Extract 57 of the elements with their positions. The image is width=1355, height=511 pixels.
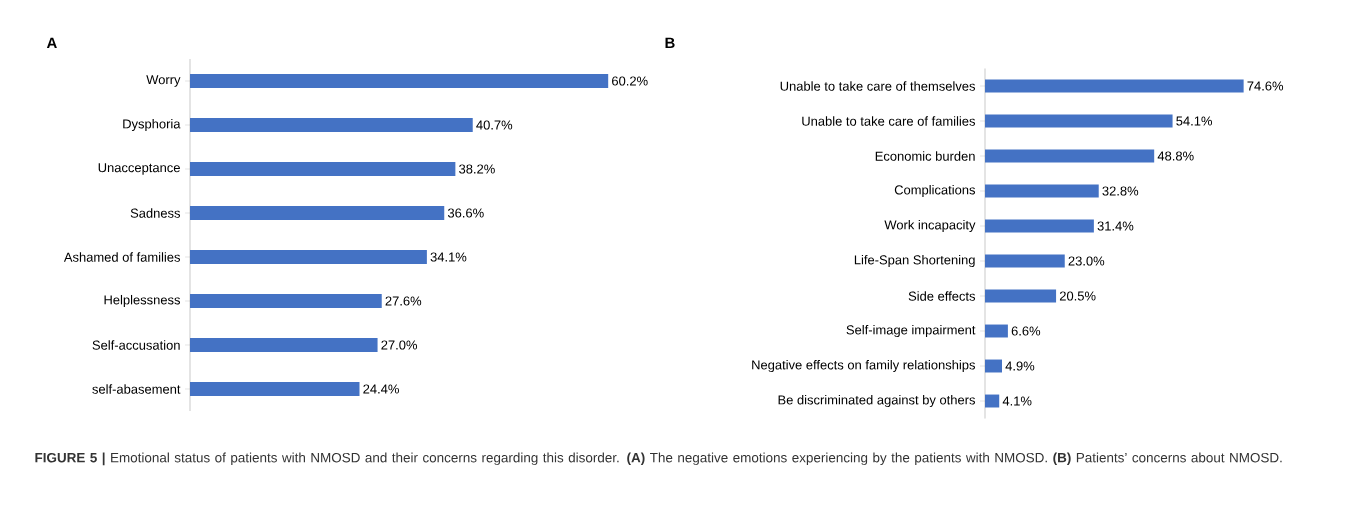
text: B [665, 37, 675, 48]
bar [985, 149, 1155, 163]
bar [190, 74, 609, 88]
bar [190, 382, 360, 396]
bar [985, 114, 1173, 128]
bar [190, 294, 382, 308]
y-tick-label: self-abasement [92, 384, 181, 394]
data-label: 24.4% [363, 384, 399, 394]
y-tick-label: Unacceptance [98, 163, 180, 175]
bar [190, 338, 378, 352]
y-tick-label: Self-image impairment [846, 324, 976, 338]
bar [190, 250, 427, 264]
y-tick-label: Work incapacity [884, 219, 976, 233]
bar [985, 324, 1008, 338]
bar [985, 184, 1099, 198]
y-tick-label: Complications [894, 184, 976, 198]
data-label: 38.2% [459, 164, 495, 174]
data-label: 6.6% [1011, 326, 1041, 336]
bar [985, 254, 1065, 268]
y-tick-label: Economic burden [875, 151, 975, 161]
y-tick-label: Be discriminated against by others [778, 394, 976, 408]
bar [190, 118, 473, 132]
data-label: 31.4% [1097, 221, 1134, 231]
data-label: 54.1% [1176, 116, 1213, 126]
data-label: 60.2% [612, 76, 648, 86]
bar [985, 359, 1002, 373]
y-tick-label: Dysphoria [123, 118, 181, 132]
data-label: 74.6% [1247, 81, 1284, 91]
bar [985, 394, 1000, 408]
data-label: 36.6% [447, 208, 484, 218]
data-label: 4.9% [1005, 361, 1035, 371]
y-tick-label: Ashamed of families [63, 252, 181, 262]
text: FIGURE 5 | Emotional status of patients with NMOSD and their concerns regarding this disorder. (A) The negative emotions experiencing by the patients with NMOSD. (B) Patients’ concerns about NMOSD. [35, 452, 1282, 466]
data-label: 32.8% [1102, 186, 1139, 196]
data-label: 48.8% [1157, 151, 1194, 161]
y-tick-label: Negative effects on family relationships [752, 359, 976, 373]
y-tick-label: Worry [146, 75, 181, 87]
data-label: 4.1% [1002, 396, 1032, 406]
data-label: 40.7% [476, 120, 513, 130]
y-tick-label: Self-accusation [92, 340, 180, 350]
bar [985, 289, 1057, 303]
y-tick-label: Unable to take care of themselves [780, 81, 976, 91]
data-label: 27.6% [385, 296, 422, 306]
data-label: 34.1% [430, 252, 467, 262]
bar [985, 79, 1244, 93]
y-tick-label: Sadness [130, 208, 181, 218]
text: A [46, 37, 57, 48]
data-label: 27.0% [381, 340, 418, 350]
y-tick-label: Unable to take care of families [802, 116, 976, 126]
data-label: 23.0% [1068, 256, 1105, 266]
y-tick-label: Side effects [908, 291, 976, 301]
bar [985, 219, 1094, 233]
bar [190, 206, 445, 220]
bar [190, 162, 456, 176]
y-tick-label: Life-Span Shortening [854, 254, 975, 268]
y-tick-label: Helplessness [104, 294, 181, 308]
data-label: 20.5% [1059, 291, 1096, 301]
